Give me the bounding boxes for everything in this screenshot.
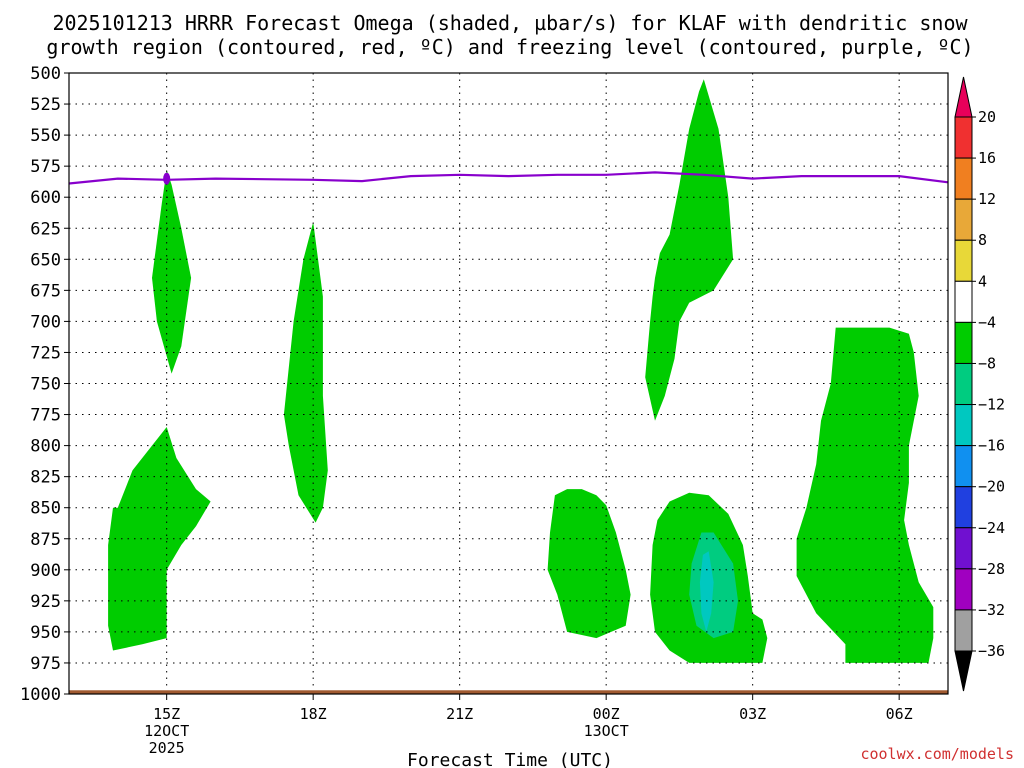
y-tick-label-675: 675 [30, 281, 61, 301]
y-tick-label-950: 950 [30, 623, 61, 643]
colorbar-label-0: 20 [978, 108, 996, 126]
ground-bar [69, 690, 948, 694]
y-tick-label-625: 625 [30, 219, 61, 239]
y-tick-label-825: 825 [30, 468, 61, 488]
y-tick-label-975: 975 [30, 654, 61, 674]
omega-fill-layer [108, 79, 934, 663]
y-tick-label-700: 700 [30, 312, 61, 332]
colorbar-box-10 [954, 527, 973, 570]
x-tick-year-15Z: 2025 [149, 739, 185, 757]
x-tick-label-21Z: 21Z [446, 705, 473, 723]
x-tick-date-00Z: 13OCT [584, 722, 629, 740]
y-tick-label-600: 600 [30, 188, 61, 208]
colorbar-box-3 [954, 239, 973, 282]
y-tick-label-775: 775 [30, 406, 61, 426]
freezing-level-spot [163, 172, 171, 185]
colorbar-label-1: 16 [978, 149, 996, 167]
colorbar-label-9: −20 [978, 478, 1005, 496]
colorbar-box-0 [954, 116, 973, 159]
colorbar-label-10: −24 [978, 519, 1005, 537]
colorbar-box-4 [954, 280, 973, 323]
y-tick-label-1000: 1000 [20, 685, 61, 705]
x-tick-label-18Z: 18Z [300, 705, 327, 723]
freezing-level-line [68, 171, 949, 185]
y-tick-label-725: 725 [30, 343, 61, 363]
colorbar-bottom-arrow [954, 650, 973, 692]
colorbar-label-2: 12 [978, 190, 996, 208]
y-tick-label-575: 575 [30, 157, 61, 177]
colorbar-label-5: −4 [978, 313, 996, 331]
colorbar-box-11 [954, 568, 973, 611]
credit-link[interactable]: coolwx.com/models [860, 745, 1014, 763]
colorbar-label-6: −8 [978, 354, 996, 372]
omega-region-4 [645, 79, 734, 421]
omega-region-0 [152, 169, 192, 374]
x-tick-label-03Z: 03Z [739, 705, 766, 723]
colorbar-box-1 [954, 157, 973, 200]
y-tick-label-900: 900 [30, 561, 61, 581]
colorbar-label-12: −32 [978, 601, 1005, 619]
colorbar-box-8 [954, 445, 973, 488]
colorbar-top-arrow [954, 76, 973, 118]
x-tick-label-15Z: 15Z [153, 705, 180, 723]
ground-layer [69, 690, 948, 694]
y-tick-label-525: 525 [30, 95, 61, 115]
colorbar-box-6 [954, 362, 973, 406]
y-tick-label-750: 750 [30, 375, 61, 395]
colorbar-label-7: −12 [978, 396, 1005, 414]
freezing-level-layer [68, 171, 949, 185]
colorbar: 20 16 12 8 4 −4 −8 −12 −16 −20 −24 −28 −32 −36 [954, 76, 1005, 692]
colorbar-label-11: −28 [978, 560, 1005, 578]
x-tick-label-00Z: 00Z [593, 705, 620, 723]
colorbar-label-3: 8 [978, 231, 987, 249]
omega-region-3 [547, 489, 631, 639]
y-axis-ticks: 500 525 550 575 600 625 650 675 700 725 750 775 800 8… [20, 64, 69, 705]
y-tick-label-550: 550 [30, 126, 61, 146]
omega-region-1 [108, 427, 211, 651]
omega-region-6 [796, 327, 934, 663]
colorbar-box-2 [954, 198, 973, 241]
colorbar-box-9 [954, 486, 973, 529]
x-tick-label-06Z: 06Z [886, 705, 913, 723]
y-tick-label-650: 650 [30, 250, 61, 270]
colorbar-label-4: 4 [978, 272, 987, 290]
colorbar-box-7 [954, 404, 973, 447]
y-tick-label-800: 800 [30, 437, 61, 457]
colorbar-box-12 [954, 609, 973, 652]
chart-title-line2: growth region (contoured, red, ºC) and f… [46, 35, 973, 59]
omega-region-8 [699, 551, 714, 632]
y-tick-label-925: 925 [30, 592, 61, 612]
chart-title-line1: 2025101213 HRRR Forecast Omega (shaded, … [52, 11, 968, 35]
y-tick-label-850: 850 [30, 499, 61, 519]
colorbar-label-8: −16 [978, 437, 1005, 455]
colorbar-label-13: −36 [978, 642, 1005, 660]
x-axis-title: Forecast Time (UTC) [407, 750, 613, 768]
y-tick-label-875: 875 [30, 530, 61, 550]
x-tick-date-15Z: 12OCT [144, 722, 189, 740]
y-tick-label-500: 500 [30, 64, 61, 84]
omega-region-2 [283, 222, 328, 523]
colorbar-box-5 [954, 321, 973, 364]
